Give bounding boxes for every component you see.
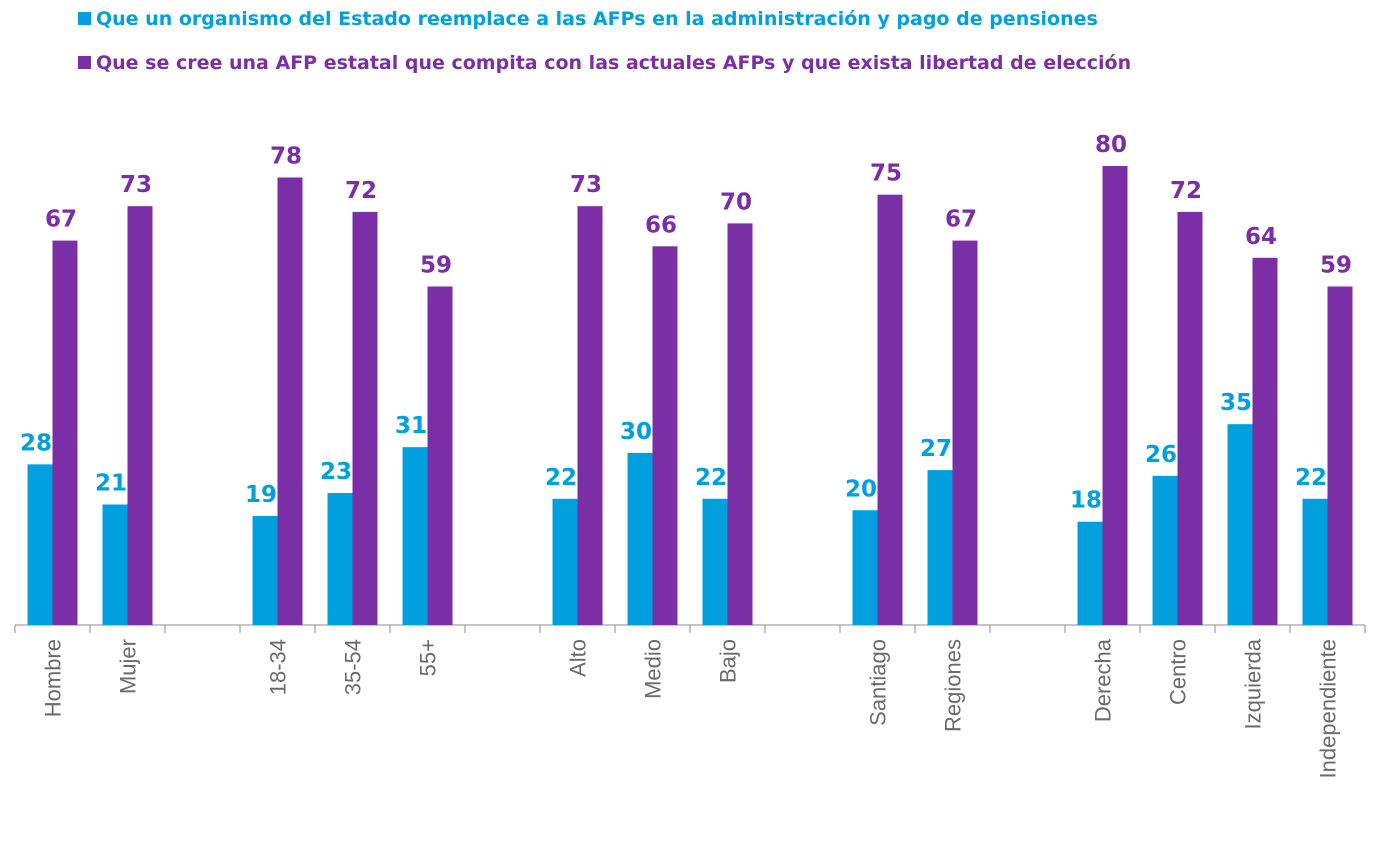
- x-tick-label: 55+: [416, 639, 441, 676]
- x-tick-label: Alto: [566, 639, 591, 677]
- value-label: 35: [1220, 390, 1252, 416]
- bar: [27, 464, 53, 625]
- bar: [427, 286, 453, 625]
- bar: [1077, 521, 1103, 625]
- value-label: 70: [720, 189, 752, 215]
- x-tick-label: Santiago: [866, 639, 891, 726]
- value-label: 23: [320, 459, 352, 485]
- x-tick-label: Hombre: [41, 639, 66, 717]
- x-tick-label: 35-54: [341, 639, 366, 695]
- legend-label: Que se cree una AFP estatal que compita …: [96, 52, 1131, 74]
- bar: [927, 470, 953, 625]
- value-label: 78: [270, 143, 302, 169]
- bar: [1102, 166, 1128, 625]
- value-label: 27: [920, 436, 952, 462]
- value-label: 59: [1320, 252, 1352, 278]
- value-label: 59: [420, 252, 452, 278]
- bar: [102, 504, 128, 625]
- x-tick-label: Derecha: [1091, 638, 1116, 722]
- value-label: 30: [620, 419, 652, 445]
- bar: [652, 246, 678, 625]
- bar: [952, 240, 978, 625]
- value-label: 67: [45, 207, 77, 233]
- x-tick-label: 18-34: [266, 639, 291, 695]
- bar: [577, 206, 603, 625]
- bar: [127, 206, 153, 625]
- legend-label: Que un organismo del Estado reemplace a …: [96, 8, 1098, 30]
- value-label: 75: [870, 161, 902, 187]
- value-label: 28: [20, 430, 52, 456]
- legend-swatch: [78, 56, 91, 69]
- value-label: 64: [1245, 224, 1277, 250]
- value-label: 22: [695, 465, 727, 491]
- bar: [402, 447, 428, 625]
- bar: [1227, 424, 1253, 625]
- bar: [727, 223, 753, 625]
- bar: [627, 452, 653, 625]
- value-label: 26: [1145, 442, 1177, 468]
- value-label: 20: [845, 476, 877, 502]
- bar: [1327, 286, 1353, 625]
- x-tick-label: Independiente: [1316, 639, 1341, 778]
- x-tick-label: Regiones: [941, 639, 966, 732]
- value-label: 19: [245, 482, 277, 508]
- bar: [1252, 257, 1278, 625]
- x-tick-label: Bajo: [716, 639, 741, 683]
- value-label: 72: [345, 178, 377, 204]
- value-label: 67: [945, 207, 977, 233]
- bar: [1177, 211, 1203, 625]
- bar: [352, 211, 378, 625]
- bar: [702, 498, 728, 625]
- bar: [277, 177, 303, 625]
- value-label: 31: [395, 413, 427, 439]
- value-label: 22: [545, 465, 577, 491]
- x-tick-label: Centro: [1166, 639, 1191, 705]
- bar: [1302, 498, 1328, 625]
- value-label: 80: [1095, 132, 1127, 158]
- bar: [552, 498, 578, 625]
- bar: [877, 194, 903, 625]
- x-tick-label: Medio: [641, 639, 666, 699]
- value-label: 72: [1170, 178, 1202, 204]
- legend-swatch: [78, 12, 91, 25]
- bar: [252, 515, 278, 625]
- bar: [52, 240, 78, 625]
- x-tick-label: Mujer: [116, 639, 141, 694]
- value-label: 73: [120, 172, 152, 198]
- bar: [852, 510, 878, 625]
- value-label: 18: [1070, 488, 1102, 514]
- value-label: 21: [95, 471, 127, 497]
- bar: [327, 493, 353, 625]
- value-label: 22: [1295, 465, 1327, 491]
- x-tick-label: Izquierda: [1241, 638, 1266, 729]
- value-label: 66: [645, 212, 677, 238]
- bar: [1152, 475, 1178, 625]
- value-label: 73: [570, 172, 602, 198]
